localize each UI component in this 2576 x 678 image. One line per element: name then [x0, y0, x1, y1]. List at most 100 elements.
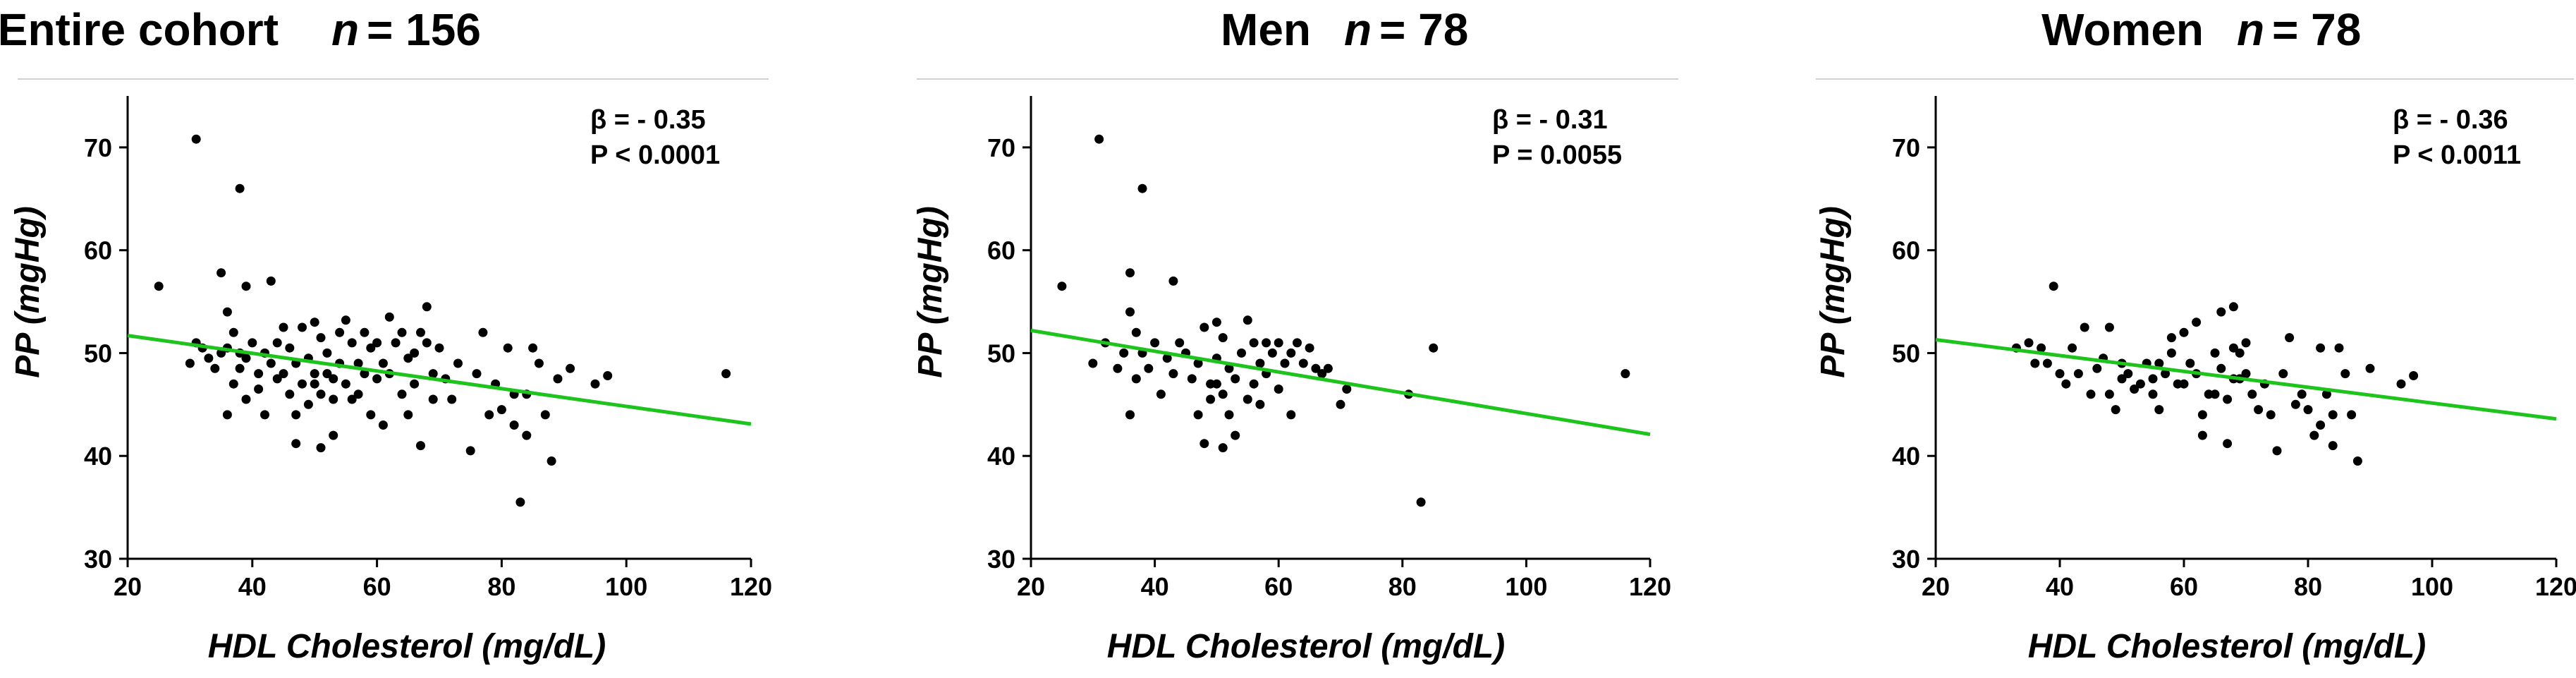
scatter-point	[2266, 410, 2276, 420]
scatter-point	[322, 369, 332, 379]
scatter-point	[1150, 338, 1160, 348]
scatter-point	[2148, 374, 2158, 384]
scatter-point	[2068, 343, 2077, 353]
panel-title: Entire cohort	[0, 4, 279, 55]
scatter-point	[1218, 389, 1228, 399]
scatter-point	[329, 394, 338, 404]
regression-line	[1935, 338, 2557, 421]
scatter-point	[1057, 282, 1067, 291]
panel-n-value: = 156	[367, 4, 481, 55]
scatter-point	[228, 379, 238, 389]
y-tick-label: 40	[987, 442, 1015, 471]
scatter-point	[2135, 379, 2145, 389]
scatter-point	[2197, 430, 2207, 440]
x-axis-label: HDL Cholesterol (mg/dL)	[208, 628, 606, 665]
scatter-point	[291, 439, 301, 449]
y-tick-label: 60	[84, 236, 112, 265]
scatter-point	[248, 338, 257, 348]
scatter-point	[2328, 441, 2338, 451]
scatter-point	[241, 282, 251, 291]
scatter-point	[1119, 348, 1129, 358]
scatter-point	[2297, 389, 2307, 399]
scatter-point	[2303, 405, 2313, 415]
scatter-point	[1125, 410, 1135, 420]
scatter-point	[329, 374, 338, 384]
panel-n-label: n	[1344, 4, 1372, 55]
scatter-point	[2192, 317, 2202, 327]
y-axis-label: PP (mgHg)	[912, 206, 949, 378]
scatter-point	[422, 338, 432, 348]
y-tick-label: 30	[1892, 545, 1920, 574]
scatter-point	[2130, 385, 2139, 394]
scatter-point	[453, 358, 463, 368]
scatter-point	[478, 327, 488, 337]
scatter-point	[2061, 379, 2071, 389]
x-tick-label: 40	[2046, 572, 2074, 601]
scatter-point	[1168, 276, 1178, 286]
panel-n-label: n	[2237, 4, 2264, 55]
scatter-point	[397, 327, 407, 337]
y-tick-label: 60	[1892, 236, 1920, 265]
scatter-point	[322, 348, 332, 358]
regression-line	[1030, 328, 1651, 437]
scatter-point	[1193, 358, 1203, 368]
scatter-point	[2080, 322, 2089, 332]
scatter-point	[347, 338, 357, 348]
scatter-point	[2241, 369, 2251, 379]
x-tick-label: 120	[2535, 572, 2576, 601]
scatter-point	[1094, 134, 1104, 144]
x-tick-label: 20	[1017, 572, 1045, 601]
scatter-point	[528, 343, 538, 353]
scatter-point	[1286, 348, 1296, 358]
scatter-point	[2185, 358, 2195, 368]
scatter-point	[384, 312, 394, 322]
scatter-point	[509, 420, 519, 430]
scatter-point	[353, 358, 363, 368]
scatter-point	[428, 369, 438, 379]
scatter-point	[2228, 343, 2238, 353]
scatter-point	[2365, 363, 2375, 373]
scatter-point	[2037, 343, 2046, 353]
scatter-point	[434, 343, 444, 353]
scatter-point	[2073, 369, 2083, 379]
scatter-point	[2030, 358, 2040, 368]
scatter-point	[316, 389, 326, 399]
scatter-point	[185, 358, 195, 368]
regression-line	[127, 334, 752, 426]
scatter-point	[447, 394, 457, 404]
scatter-point	[1243, 394, 1252, 404]
scatter-point	[316, 443, 326, 453]
scatter-point	[1305, 343, 1314, 353]
p-annotation: P = 0.0055	[1492, 140, 1622, 170]
x-ticks: 20 40 60 80 100 120	[114, 559, 772, 601]
scatter-point	[2154, 405, 2164, 415]
scatter-point	[2161, 369, 2171, 379]
scatter-point	[298, 322, 307, 332]
scatter-point	[416, 441, 425, 451]
scatter-point	[391, 338, 401, 348]
scatter-point	[534, 358, 544, 368]
x-tick-label: 100	[1505, 572, 1547, 601]
scatter-point	[254, 385, 264, 394]
scatter-point	[2216, 363, 2226, 373]
scatter-point	[1125, 268, 1135, 278]
scatter-point	[590, 379, 600, 389]
scatter-point	[341, 379, 350, 389]
scatter-point	[310, 317, 319, 327]
scatter-points	[2011, 282, 2419, 466]
y-tick-label: 50	[1892, 339, 1920, 368]
scatter-point	[553, 374, 563, 384]
scatter-point	[2278, 369, 2288, 379]
scatter-point	[360, 327, 370, 337]
scatter-point	[1293, 338, 1302, 348]
scatter-point	[1262, 338, 1271, 348]
scatter-point	[1211, 317, 1221, 327]
scatter-point	[2179, 327, 2189, 337]
y-tick-label: 30	[84, 545, 112, 574]
scatter-point	[1125, 307, 1135, 317]
scatter-point	[1224, 363, 1234, 373]
scatter-points	[154, 134, 731, 507]
scatter-point	[235, 363, 245, 373]
x-tick-label: 100	[2411, 572, 2453, 601]
scatter-point	[285, 389, 295, 399]
